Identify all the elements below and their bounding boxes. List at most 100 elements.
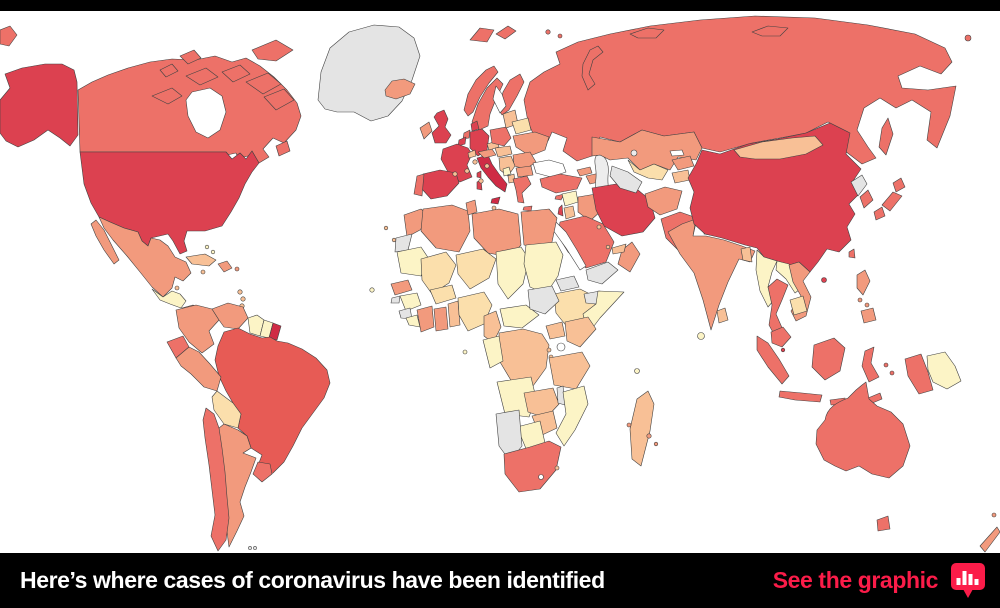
arctic-russian-islands <box>469 25 972 91</box>
country-canada-newfoundland <box>275 140 291 157</box>
country-qatar <box>605 244 611 250</box>
indonesia-west-papua <box>904 353 934 395</box>
australia-tasmania <box>876 515 891 532</box>
country-cyprus <box>554 193 565 201</box>
lake-victoria <box>556 342 566 352</box>
region-slovakia-hungary <box>494 145 513 158</box>
country-hispaniola <box>217 260 233 273</box>
country-venezuela <box>211 302 249 330</box>
country-cambodia <box>789 295 808 316</box>
footer-bar: Here’s where cases of coronavirus have b… <box>0 553 1000 608</box>
cta-label: See the graphic <box>772 567 939 593</box>
china-hainan <box>821 277 827 283</box>
country-niger <box>455 248 497 290</box>
borneo <box>811 337 846 381</box>
country-mongolia <box>733 135 824 160</box>
country-ireland <box>419 121 433 140</box>
country-egypt <box>520 208 558 249</box>
country-uganda <box>545 321 566 340</box>
europe-microstate-dots <box>452 159 497 211</box>
indonesia-sumatra <box>756 335 790 385</box>
country-mexico-baja <box>90 219 120 265</box>
france-corsica <box>476 170 482 179</box>
country-india <box>667 218 756 331</box>
bahamas-dots <box>204 244 216 255</box>
country-tajikistan <box>671 169 691 184</box>
country-tunisia <box>465 199 478 216</box>
country-north-korea <box>850 174 868 197</box>
country-syria <box>561 190 579 207</box>
country-iceland <box>384 78 416 100</box>
country-peru <box>175 346 222 392</box>
country-georgia <box>576 166 593 177</box>
country-dr-congo <box>498 328 550 387</box>
country-united-kingdom <box>431 109 452 144</box>
country-seychelles <box>634 368 640 374</box>
country-jordan <box>563 205 576 220</box>
country-lesotho <box>538 474 544 480</box>
country-ghana <box>433 306 449 332</box>
country-algeria <box>420 204 471 253</box>
country-thailand <box>767 278 789 339</box>
country-switzerland <box>467 149 477 159</box>
country-comoros <box>626 422 632 428</box>
country-gabon-congo <box>482 335 504 369</box>
see-the-graphic-link[interactable]: See the graphic <box>773 562 986 600</box>
gulf-of-bothnia <box>492 85 507 114</box>
russia-sakhalin <box>878 117 894 156</box>
country-chile <box>202 407 230 552</box>
mauritius-reunion-dots <box>646 433 659 447</box>
country-puerto-rico <box>234 266 240 272</box>
country-uruguay <box>252 461 273 483</box>
greece-crete <box>522 205 533 212</box>
country-italy <box>476 154 508 193</box>
region-central-america <box>151 288 187 309</box>
country-greenland <box>317 24 421 122</box>
country-brazil <box>214 327 331 480</box>
country-chad <box>495 246 530 300</box>
country-jamaica <box>200 269 206 275</box>
country-china <box>687 122 862 273</box>
country-central-african-republic <box>499 304 540 329</box>
aral-sea <box>630 149 638 157</box>
country-guinea <box>399 292 422 312</box>
falkland-islands-dots <box>248 546 257 550</box>
map-area <box>0 11 1000 553</box>
country-sudan <box>523 241 564 295</box>
country-burkina-faso <box>429 284 457 305</box>
country-japan <box>873 177 906 221</box>
country-malaysia-peninsula <box>770 326 792 348</box>
country-eswatini <box>554 465 560 471</box>
country-new-zealand <box>979 526 1000 553</box>
country-portugal <box>413 173 425 197</box>
indonesia-java <box>778 390 823 403</box>
bubble-tail <box>963 588 973 598</box>
country-togo-benin <box>447 300 461 328</box>
country-senegal <box>390 279 413 296</box>
country-norway <box>463 65 499 117</box>
country-belarus <box>511 117 532 135</box>
country-uzbekistan <box>627 159 669 181</box>
country-turkmenistan <box>609 165 643 194</box>
country-uae <box>611 243 627 255</box>
country-netherlands <box>462 129 471 140</box>
country-bulgaria <box>515 165 534 178</box>
country-south-korea <box>859 189 874 209</box>
country-kuwait <box>596 224 602 230</box>
country-russia <box>523 15 957 165</box>
country-ukraine <box>512 131 550 157</box>
country-cameroon <box>483 310 502 344</box>
world-choropleth-map <box>0 15 1000 553</box>
canadian-arctic-islands <box>151 39 295 111</box>
country-chukotka-west-tip <box>0 25 18 47</box>
red-sea <box>552 221 587 271</box>
hudson-bay <box>185 87 227 139</box>
country-cuba <box>185 253 217 267</box>
country-afghanistan <box>644 186 683 216</box>
territory-french-guiana <box>268 322 282 341</box>
country-greece <box>512 175 532 204</box>
bar-chart-bubble-icon[interactable] <box>950 562 986 600</box>
black-sea <box>532 159 567 178</box>
pacific-island-dot <box>991 512 997 518</box>
